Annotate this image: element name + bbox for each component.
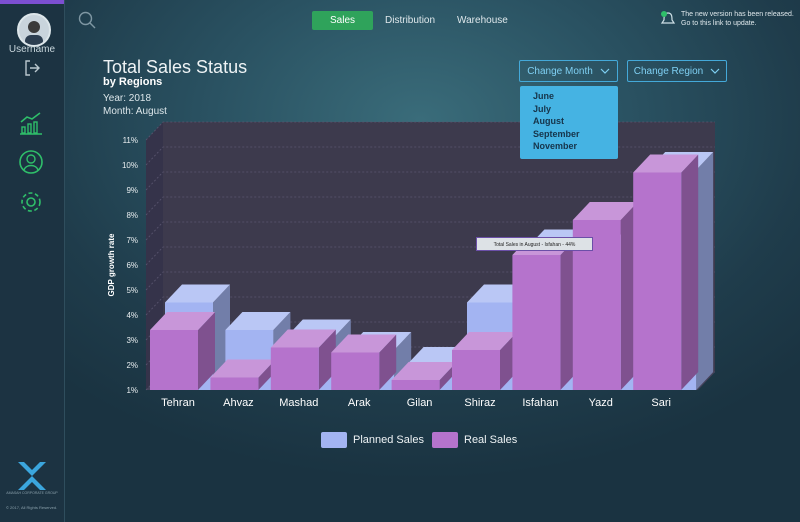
sidebar-accent-bar (0, 0, 64, 4)
bar-real-front (270, 347, 319, 390)
bar-real-top (572, 202, 638, 220)
sidebar: Username AMASAH CORPORATE GROUP © 2017, … (0, 0, 65, 522)
bar-real-side (681, 154, 699, 390)
bar-real-top (150, 312, 215, 330)
update-notification[interactable]: The new version has been released. Go to… (660, 10, 794, 28)
chart-icon[interactable] (17, 110, 45, 138)
x-tick-label: Ahvaz (223, 397, 254, 409)
bar-real-front (210, 377, 259, 390)
bar-real-front (512, 255, 561, 390)
month-option-september[interactable]: September (533, 128, 580, 139)
notification-line-2: Go to this link to update. (681, 20, 757, 27)
bar-real (452, 332, 517, 390)
page-title: Total Sales Status (103, 57, 248, 77)
nav-tabs: Sales Distribution Warehouse (312, 11, 520, 30)
settings-icon[interactable] (17, 188, 45, 216)
y-tick-label: 9% (126, 186, 138, 195)
legend-swatch-real (432, 432, 458, 448)
y-tick-label: 6% (126, 261, 138, 270)
bar-real-front (633, 172, 682, 390)
legend-planned[interactable]: Planned Sales (321, 432, 424, 448)
logout-icon[interactable] (22, 58, 42, 78)
bar-real-top (270, 329, 336, 348)
bar-real-front (150, 330, 198, 390)
bar-real (331, 334, 397, 390)
tab-distribution[interactable]: Distribution (385, 15, 436, 26)
grid-line (145, 196, 715, 216)
profile-icon[interactable] (17, 148, 45, 176)
y-tick-label: 7% (126, 236, 138, 245)
month-option-november[interactable]: November (533, 141, 578, 151)
y-tick-label: 1% (126, 386, 138, 395)
month-dropdown-list: June July August September November (520, 86, 618, 159)
legend-label-real: Real Sales (464, 434, 518, 446)
y-tick-label: 2% (126, 361, 138, 370)
y-tick-label: 11% (123, 136, 138, 145)
bar-real-front (331, 352, 380, 390)
bar-real-top (391, 362, 457, 380)
chart-tooltip: Total Sales in August - Isfahan - 44% (476, 237, 593, 251)
month-option-june[interactable]: June (533, 91, 555, 101)
legend-label-planned: Planned Sales (353, 434, 424, 446)
change-region-label: Change Region (633, 65, 704, 77)
bar-real-front (391, 380, 440, 390)
x-tick-label: Sari (651, 397, 671, 409)
x-tick-label: Mashad (279, 397, 318, 409)
change-month-button[interactable]: Change Month (519, 60, 618, 82)
month-option-august[interactable]: August (533, 116, 564, 126)
x-tick-label: Yazd (589, 397, 613, 409)
username-label: Username (8, 44, 56, 55)
year-label: Year: 2018 (103, 93, 152, 104)
brand-name: AMASAH CORPORATE GROUP (6, 491, 58, 495)
legend-real[interactable]: Real Sales (432, 432, 517, 448)
chevron-down-icon (710, 68, 720, 74)
bar-real-top (452, 332, 517, 350)
tab-warehouse[interactable]: Warehouse (457, 15, 508, 26)
grid-line (145, 171, 715, 191)
avatar[interactable] (17, 13, 51, 47)
bar-real (150, 312, 215, 390)
change-region-button[interactable]: Change Region (627, 60, 727, 82)
bar-planned-side (696, 152, 714, 390)
x-tick-label: Gilan (407, 397, 433, 409)
tab-sales[interactable]: Sales (312, 11, 374, 30)
chevron-down-icon (600, 68, 610, 74)
y-tick-label: 8% (126, 211, 138, 220)
month-option-july[interactable]: July (533, 103, 552, 114)
bar-real-top (331, 334, 397, 353)
bar-real-front (452, 350, 500, 390)
bar-real (633, 154, 699, 390)
bar-real (512, 237, 578, 390)
bar-real-top (210, 359, 276, 378)
y-axis-label: GDP growth rate (107, 233, 116, 297)
search-icon[interactable] (78, 11, 96, 29)
y-tick-label: 10% (122, 161, 138, 170)
bar-planned-top (165, 284, 230, 303)
y-tick-label: 4% (126, 311, 138, 320)
y-tick-label: 3% (126, 336, 138, 345)
grid-line (145, 221, 715, 241)
bar-real-top (633, 154, 699, 173)
notification-line-1: The new version has been released. (681, 11, 794, 18)
x-tick-label: Arak (348, 397, 371, 409)
bar-real (270, 329, 336, 390)
copyright-text: © 2017, All Rights Reserved. (6, 505, 58, 510)
brand-logo (18, 462, 46, 490)
legend-swatch-planned (321, 432, 347, 448)
bar-real-side (198, 312, 215, 390)
bar-planned-top (225, 312, 291, 330)
bar-real-side (379, 334, 397, 390)
page-subtitle: by Regions (103, 76, 163, 88)
bell-icon (660, 11, 676, 24)
bar-real (572, 202, 638, 390)
x-tick-label: Isfahan (522, 397, 558, 409)
x-tick-label: Shiraz (464, 397, 495, 409)
y-tick-label: 5% (126, 286, 138, 295)
month-label: Month: August (103, 106, 167, 117)
x-tick-label: Tehran (161, 397, 195, 409)
change-month-label: Change Month (527, 65, 593, 77)
